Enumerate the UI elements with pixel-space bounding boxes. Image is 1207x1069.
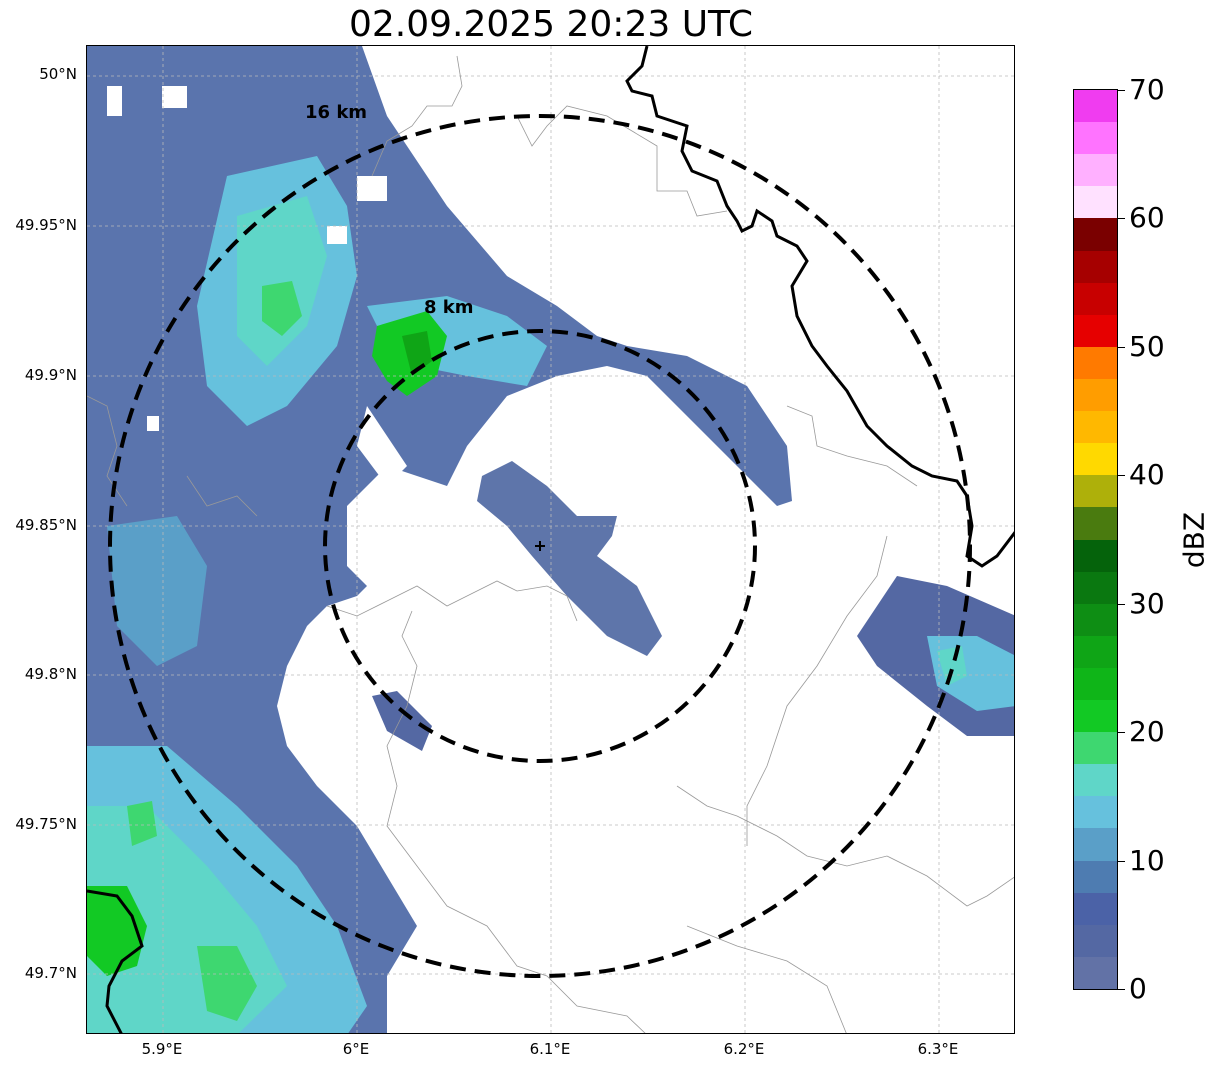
colorbar-tick-label: 30	[1129, 586, 1165, 620]
lat-tick-label: 49.9°N	[24, 366, 77, 384]
radar-echoes	[87, 46, 1014, 1033]
range-ring-16km	[108, 114, 972, 978]
colorbar-tick	[1118, 90, 1125, 91]
radar-map[interactable]: 16 km 8 km	[86, 45, 1015, 1034]
colorbar-segment	[1074, 571, 1117, 604]
echo-core-green-3	[262, 281, 302, 336]
ring-label-8km: 8 km	[424, 297, 474, 318]
colorbar-title: dBZ	[1177, 511, 1207, 569]
colorbar-tick	[1118, 603, 1125, 605]
lon-tick-label: 6.3°E	[917, 1040, 959, 1058]
range-rings	[108, 114, 972, 978]
colorbar-segment	[1074, 282, 1117, 315]
lat-tick-label: 50°N	[39, 65, 77, 83]
colorbar	[1073, 89, 1118, 990]
colorbar-segment	[1074, 153, 1117, 187]
colorbar-segment	[1074, 250, 1117, 283]
lat-tick-label: 49.8°N	[24, 665, 77, 683]
colorbar-segment	[1074, 603, 1117, 636]
colorbar-tick-label: 70	[1129, 73, 1165, 106]
lon-tick-label: 6.2°E	[723, 1040, 765, 1058]
echo-core-green-5	[197, 946, 257, 1021]
colorbar-segment	[1074, 795, 1117, 829]
colorbar-tick-label: 20	[1129, 715, 1165, 749]
colorbar-segment	[1074, 763, 1117, 797]
colorbar-tick-label: 0	[1129, 972, 1147, 1005]
lon-tick-label: 6.1°E	[529, 1040, 571, 1058]
colorbar-segment	[1074, 635, 1117, 668]
colorbar-segment	[1074, 217, 1117, 251]
colorbar-segment	[1074, 506, 1117, 540]
colorbar-segment	[1074, 924, 1117, 957]
colorbar-segment	[1074, 539, 1117, 572]
echo-holes	[107, 86, 387, 431]
colorbar-segment	[1074, 860, 1117, 893]
ring-label-16km: 16 km	[305, 102, 367, 123]
echo-core-green-6	[127, 801, 157, 846]
echo-center	[477, 461, 662, 656]
colorbar-segment	[1074, 474, 1117, 508]
colorbar-tick-label: 10	[1129, 843, 1165, 877]
range-ring-8km	[323, 329, 757, 763]
colorbar-segment	[1074, 346, 1117, 379]
radar-map-canvas: 16 km 8 km	[87, 46, 1014, 1033]
radar-site-marker	[535, 541, 545, 551]
lon-tick-label: 5.9°E	[141, 1040, 183, 1058]
colorbar-segment	[1074, 731, 1117, 765]
echo-patch-cyan-2	[237, 196, 327, 366]
colorbar-segment	[1074, 699, 1117, 733]
colorbar-segment	[1074, 956, 1117, 989]
colorbar-segment	[1074, 314, 1117, 347]
lat-tick-label: 49.75°N	[15, 815, 77, 833]
colorbar-tick	[1118, 860, 1125, 862]
national-borders	[87, 46, 1014, 1033]
echo-small-southwest	[372, 691, 432, 751]
colorbar-tick	[1118, 346, 1125, 348]
colorbar-segment	[1074, 410, 1117, 444]
colorbar-tick	[1118, 732, 1125, 734]
colorbar-segment	[1074, 378, 1117, 412]
lat-tick-label: 49.95°N	[15, 216, 77, 234]
lat-tick-label: 49.85°N	[15, 516, 77, 534]
colorbar-segment	[1074, 89, 1117, 123]
echo-gap	[357, 406, 407, 486]
colorbar-segment	[1074, 121, 1117, 155]
colorbar-segment	[1074, 827, 1117, 861]
colorbar-tick	[1118, 475, 1125, 477]
colorbar-tick-label: 50	[1129, 329, 1165, 363]
colorbar-tick-label: 40	[1129, 458, 1165, 492]
echo-east-core-2	[937, 646, 967, 686]
colorbar-segment	[1074, 892, 1117, 925]
echo-patch-cyan-6	[107, 516, 207, 666]
map-grid	[87, 46, 1014, 1033]
admin-boundaries	[87, 55, 1014, 1033]
lon-tick-label: 6°E	[342, 1040, 370, 1058]
colorbar-segment	[1074, 442, 1117, 476]
colorbar-segment	[1074, 185, 1117, 219]
colorbar-tick	[1118, 218, 1125, 220]
colorbar-segment	[1074, 667, 1117, 701]
map-title: 02.09.2025 20:23 UTC	[348, 4, 754, 45]
colorbar-tick	[1118, 989, 1125, 990]
lat-tick-label: 49.7°N	[24, 964, 77, 982]
colorbar-tick-label: 60	[1129, 201, 1165, 235]
